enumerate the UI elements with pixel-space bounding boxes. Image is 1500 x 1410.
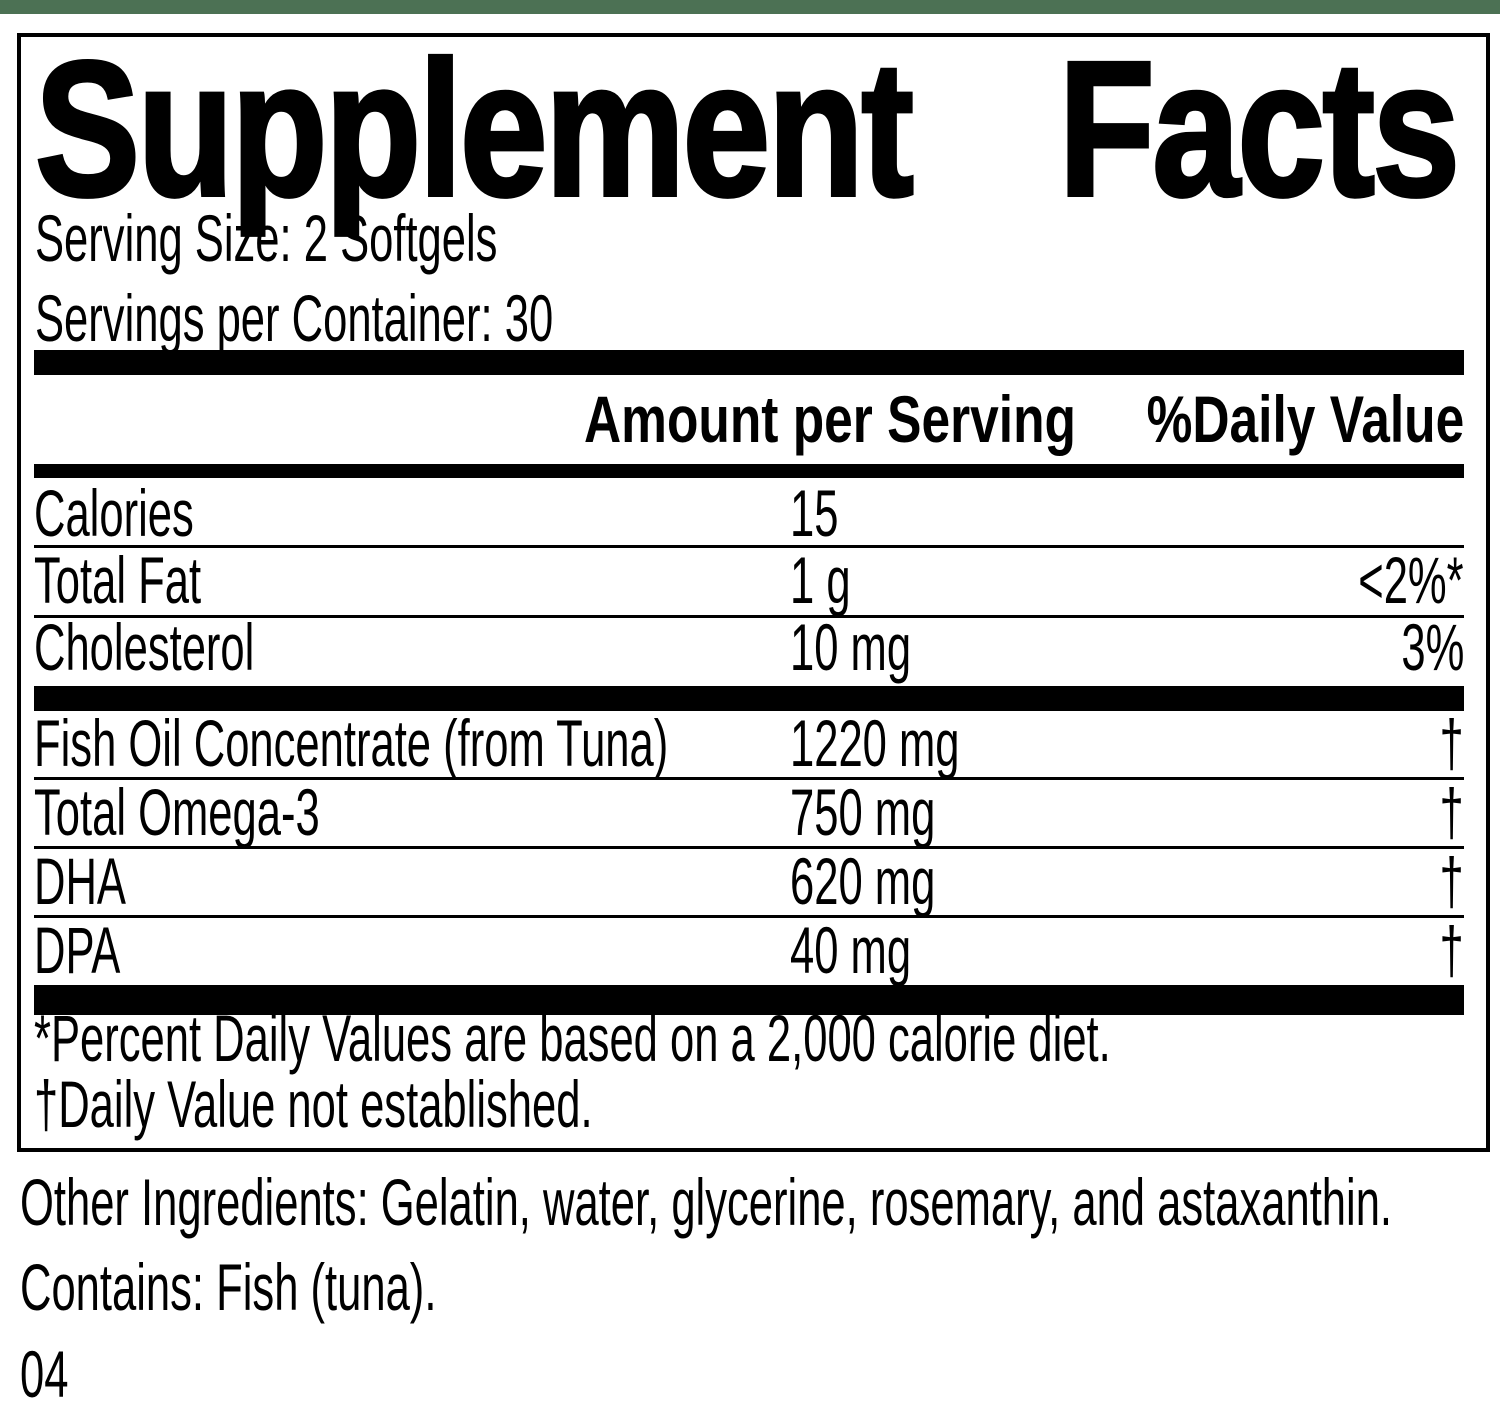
nutrient-row-calories: Calories 15 [34,480,1464,546]
row-divider [34,846,1464,849]
nutrient-dv: 3% [1401,610,1464,684]
brand-color-bar [0,0,1500,14]
nutrient-name: Cholesterol [34,610,255,684]
other-ingredients-line: Other Ingredients: Gelatin, water, glyce… [20,1169,1500,1235]
nutrient-name: DPA [34,913,121,987]
divider-thick-top [34,350,1464,375]
nutrient-name: Total Fat [34,543,202,617]
nutrient-row-total-omega-3: Total Omega-3 750 mg † [34,779,1464,845]
title-word-supplement: Supplement [33,21,915,236]
column-header-daily-value: %Daily Value [1146,382,1464,456]
allergen-contains-text: Contains: Fish (tuna). [20,1250,437,1324]
nutrient-row-cholesterol: Cholesterol 10 mg 3% [34,614,1464,680]
row-divider [34,615,1464,618]
nutrient-row-dpa: DPA 40 mg † [34,917,1464,983]
footnote-percent-dv-text: *Percent Daily Values are based on a 2,0… [34,1001,1111,1075]
footnote-dagger: †Daily Value not established. [34,1071,1464,1137]
nutrient-name: Calories [34,476,194,550]
row-divider [34,915,1464,918]
other-ingredients-text: Other Ingredients: Gelatin, water, glyce… [20,1165,1393,1239]
label-code-text: 04 [20,1337,69,1410]
nutrient-row-dha: DHA 620 mg † [34,848,1464,914]
nutrient-dv-dagger: † [1439,775,1464,849]
footnote-percent-dv: *Percent Daily Values are based on a 2,0… [34,1005,1464,1071]
nutrient-amount: 620 mg [790,844,936,918]
nutrient-dv-dagger: † [1439,844,1464,918]
column-header-amount: Amount per Serving [584,382,1076,456]
nutrient-dv-dagger: † [1439,706,1464,780]
servings-per-container-text: Servings per Container: 30 [35,281,554,355]
divider-thick-bottom [34,985,1464,1015]
row-divider [34,545,1464,548]
supplement-facts-panel: Supplement Facts Serving Size: 2 Softgel… [17,21,1490,1152]
allergen-contains-line: Contains: Fish (tuna). [20,1254,651,1320]
nutrient-name: Fish Oil Concentrate (from Tuna) [34,706,669,780]
label-code: 04 [20,1341,93,1407]
footnote-dagger-text: †Daily Value not established. [34,1067,593,1141]
row-divider [34,777,1464,780]
nutrient-amount: 10 mg [790,610,912,684]
nutrient-amount: 40 mg [790,913,912,987]
column-header-row: Amount per Serving %Daily Value [34,386,1464,452]
divider-thick-under-header [34,464,1464,478]
nutrient-name: Total Omega-3 [34,775,320,849]
divider-thick-middle [34,686,1464,711]
serving-size-text: Serving Size: 2 Softgels [35,201,498,275]
nutrient-row-fish-oil-concentrate: Fish Oil Concentrate (from Tuna) 1220 mg… [34,710,1464,776]
nutrient-row-total-fat: Total Fat 1 g <2%* [34,547,1464,613]
nutrient-name: DHA [34,844,126,918]
nutrient-amount: 15 [790,476,839,550]
nutrient-dv: <2%* [1358,543,1464,617]
nutrient-amount: 750 mg [790,775,936,849]
serving-info: Serving Size: 2 Softgels Servings per Co… [35,198,820,358]
nutrient-dv-dagger: † [1439,913,1464,987]
nutrient-amount: 1220 mg [790,706,960,780]
nutrient-amount: 1 g [790,543,851,617]
title-word-facts: Facts [1057,21,1462,236]
